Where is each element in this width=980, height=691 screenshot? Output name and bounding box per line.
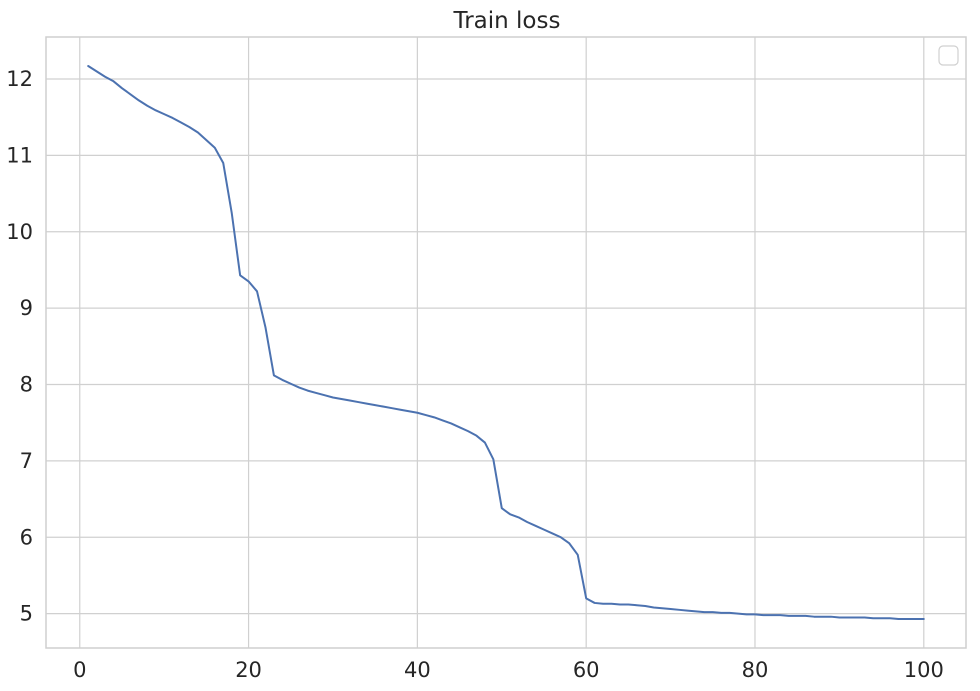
y-tick-label: 7	[20, 449, 33, 473]
x-tick-label: 20	[235, 658, 262, 682]
series-line	[87, 65, 925, 620]
chart-title: Train loss	[453, 8, 561, 34]
y-tick-label: 9	[20, 296, 33, 320]
x-tick-label: 40	[404, 658, 431, 682]
plot-area-frame	[45, 36, 967, 649]
y-tick-label: 10	[6, 220, 33, 244]
x-axis-tick-labels: 0 20 40 60 80 100	[73, 658, 944, 682]
x-tick-label: 100	[904, 658, 944, 682]
y-tick-label: 5	[20, 602, 33, 626]
x-tick-label: 80	[742, 658, 769, 682]
vertical-gridlines	[79, 37, 925, 648]
x-tick-label: 60	[573, 658, 600, 682]
y-tick-label: 6	[20, 525, 33, 549]
y-tick-label: 8	[20, 373, 33, 397]
x-tick-label: 0	[73, 658, 86, 682]
legend-box	[938, 45, 959, 66]
horizontal-gridlines	[46, 78, 966, 615]
y-tick-label: 11	[6, 143, 33, 167]
series-layer	[87, 65, 925, 620]
y-axis-tick-labels: 5 6 7 8 9 10 11 12	[6, 67, 33, 626]
y-tick-label: 12	[6, 67, 33, 91]
